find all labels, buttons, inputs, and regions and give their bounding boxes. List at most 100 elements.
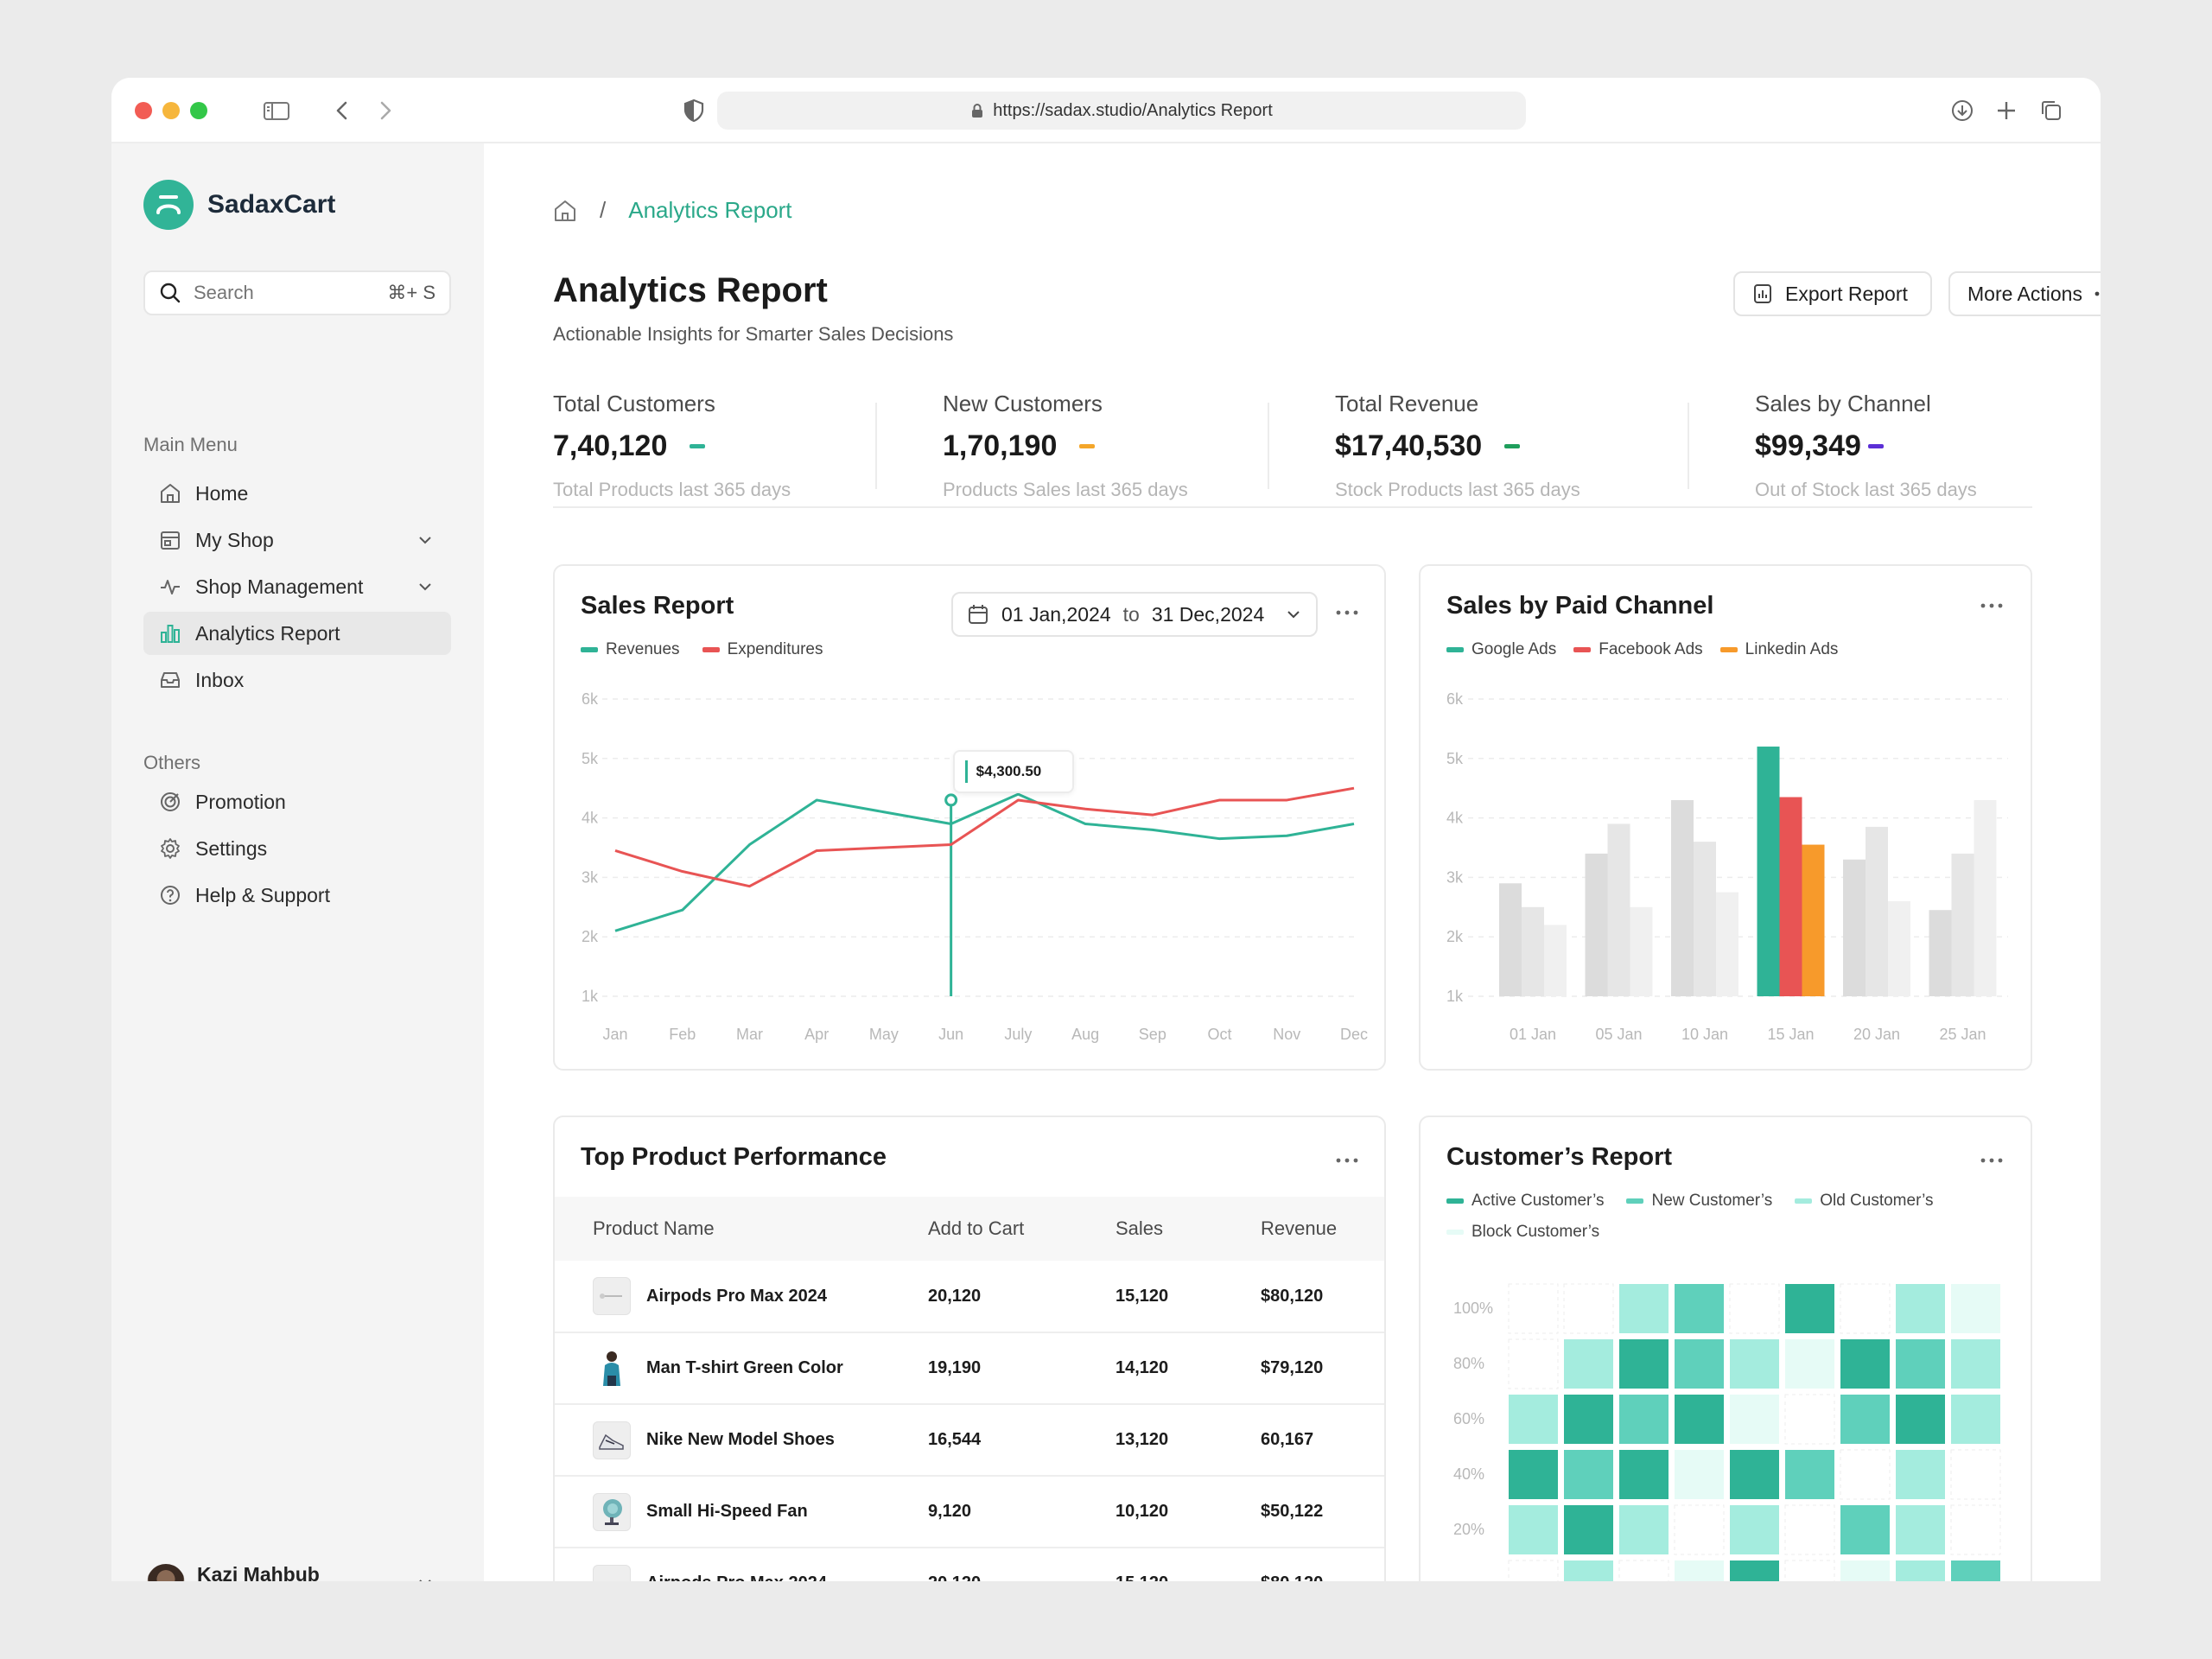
data-point <box>815 798 818 802</box>
heatmap-cell <box>1675 1339 1724 1389</box>
highlight-point <box>944 793 958 807</box>
data-point <box>681 870 684 874</box>
maximize-window-button[interactable] <box>190 102 207 119</box>
brand[interactable]: SadaxCart <box>143 180 335 230</box>
sidebar-item-analytics-report[interactable]: Analytics Report <box>143 612 451 655</box>
bar-linkedin-ads <box>1716 892 1738 996</box>
heatmap-cell <box>1508 1338 1559 1389</box>
more-horizontal-icon[interactable] <box>1336 1157 1358 1164</box>
card-title: Sales Report <box>581 592 734 620</box>
sidebar-item-my-shop[interactable]: My Shop <box>143 518 451 562</box>
y-tick-label: 40% <box>1453 1465 1484 1483</box>
table-row[interactable]: Airpods Pro Max 2024 20,120 15,120 $80,1… <box>555 1548 1384 1581</box>
sidebar-item-inbox[interactable]: Inbox <box>143 658 451 702</box>
column-header[interactable]: Sales <box>1116 1197 1261 1261</box>
calendar-icon <box>969 605 988 624</box>
heatmap-cell <box>1563 1283 1614 1334</box>
table-row[interactable]: Airpods Pro Max 2024 20,120 15,120 $80,1… <box>555 1261 1384 1333</box>
stat-value: 7,40,120 <box>553 429 668 462</box>
heatmap-cell <box>1509 1395 1558 1444</box>
revenue-value: $80,120 <box>1261 1261 1384 1333</box>
legend-label: Expenditures <box>727 640 823 658</box>
breadcrumb-separator: / <box>600 197 607 223</box>
legend-item[interactable]: Google Ads <box>1446 640 1556 659</box>
heatmap-cell <box>1564 1395 1613 1444</box>
legend-item[interactable]: Expenditures <box>702 640 823 659</box>
legend-item[interactable]: Block Customer’s <box>1446 1223 1599 1242</box>
customer-heatmap[interactable]: 100% 80% 60% 40% 20% <box>1421 1117 2032 1581</box>
table-row[interactable]: Man T-shirt Green Color 19,190 14,120 $7… <box>555 1332 1384 1405</box>
revenue-value: $50,122 <box>1261 1476 1384 1548</box>
bar-google-ads <box>1585 853 1608 996</box>
heatmap-cell <box>1784 1394 1835 1445</box>
more-horizontal-icon[interactable] <box>1336 609 1358 616</box>
minimize-window-button[interactable] <box>162 102 180 119</box>
sidebar-item-settings[interactable]: Settings <box>143 827 451 870</box>
heatmap-cell <box>1564 1339 1613 1389</box>
sidebar-toggle-icon[interactable] <box>263 97 290 124</box>
more-horizontal-icon[interactable] <box>1980 1157 2003 1164</box>
card-title: Customer’s Report <box>1446 1143 1673 1171</box>
heatmap-cell <box>1840 1283 1891 1334</box>
heatmap-cell <box>1840 1560 1890 1581</box>
download-icon[interactable] <box>1948 97 1976 124</box>
url-bar[interactable]: https://sadax.studio/Analytics Report <box>717 92 1526 130</box>
heatmap-cell <box>1618 1560 1669 1581</box>
column-header[interactable]: Product Name <box>555 1197 928 1261</box>
product-thumbnail <box>593 1421 631 1459</box>
table-row[interactable]: Small Hi-Speed Fan 9,120 10,120 $50,122 <box>555 1476 1384 1548</box>
legend-item[interactable]: Linkedin Ads <box>1719 640 1839 659</box>
chevron-down-icon[interactable] <box>416 1574 434 1581</box>
revenue-value: $79,120 <box>1261 1332 1384 1405</box>
heatmap-cell <box>1675 1395 1724 1444</box>
more-actions-label: More Actions <box>1967 282 2082 305</box>
shield-icon[interactable] <box>680 97 708 124</box>
product-name: Small Hi-Speed Fan <box>646 1502 808 1521</box>
forward-icon[interactable] <box>372 97 399 124</box>
legend-swatch <box>1446 1198 1464 1204</box>
search-box[interactable]: ⌘+ S <box>143 270 451 315</box>
y-tick-label: 4k <box>1446 810 1464 827</box>
close-window-button[interactable] <box>135 102 152 119</box>
products-table: Product Name Add to Cart Sales Revenue A… <box>555 1197 1384 1581</box>
chevron-down-icon[interactable] <box>416 531 434 549</box>
x-tick-label: Nov <box>1273 1026 1300 1043</box>
browser-toolbar: https://sadax.studio/Analytics Report <box>111 78 2101 143</box>
y-tick-label: 1k <box>582 988 599 1005</box>
cart-count: 20,120 <box>928 1548 1116 1581</box>
sidebar-item-shop-management[interactable]: Shop Management <box>143 565 451 608</box>
table-row[interactable]: Nike New Model Shoes 16,544 13,120 60,16… <box>555 1404 1384 1477</box>
sidebar-item-promotion[interactable]: Promotion <box>143 780 451 823</box>
sales-line-chart[interactable]: 6k 5k 4k 3k 2k 1k Jan Feb Mar Apr May Jun July Aug Sep… <box>555 566 1386 1071</box>
product-name: Nike New Model Shoes <box>646 1430 835 1449</box>
home-icon[interactable] <box>553 199 577 223</box>
column-header[interactable]: Add to Cart <box>928 1197 1116 1261</box>
target-icon <box>161 792 180 811</box>
export-report-button[interactable]: Export Report <box>1733 271 1932 316</box>
legend-item[interactable]: Revenues <box>581 640 680 659</box>
heatmap-cell <box>1950 1504 2001 1555</box>
heatmap-cell <box>1951 1339 2000 1389</box>
tabs-overview-icon[interactable] <box>2037 97 2065 124</box>
y-tick-label: 80% <box>1453 1355 1484 1372</box>
more-horizontal-icon[interactable] <box>1980 602 2003 609</box>
more-actions-button[interactable]: More Actions <box>1948 271 2101 316</box>
back-icon[interactable] <box>328 97 356 124</box>
legend-item[interactable]: New Customer’s <box>1626 1192 1772 1211</box>
sidebar-item-home[interactable]: Home <box>143 472 451 515</box>
sidebar-item-help-support[interactable]: Help & Support <box>143 874 451 917</box>
user-profile[interactable]: Kazi Mahbub Super Admin <box>147 1555 451 1581</box>
legend-item[interactable]: Facebook Ads <box>1573 640 1703 659</box>
brand-logo-icon <box>143 180 194 230</box>
new-tab-icon[interactable] <box>1993 97 2020 124</box>
date-range-picker[interactable]: 01 Jan,2024 to 31 Dec,2024 <box>951 592 1318 637</box>
chevron-down-icon[interactable] <box>416 578 434 595</box>
sidebar: SadaxCart ⌘+ S Main Menu Home My Shop Sh… <box>111 143 484 1581</box>
legend-label: Linkedin Ads <box>1745 640 1839 658</box>
search-input[interactable] <box>194 282 366 304</box>
paid-channel-bar-chart[interactable]: 6k 5k 4k 3k 2k 1k 01 Jan 05 Jan 10 Jan 15 Jan 20 J… <box>1421 566 2032 1071</box>
column-header[interactable]: Revenue <box>1261 1197 1384 1261</box>
legend-item[interactable]: Active Customer’s <box>1446 1192 1604 1211</box>
legend-item[interactable]: Old Customer’s <box>1795 1192 1934 1211</box>
breadcrumb-current[interactable]: Analytics Report <box>628 197 792 223</box>
